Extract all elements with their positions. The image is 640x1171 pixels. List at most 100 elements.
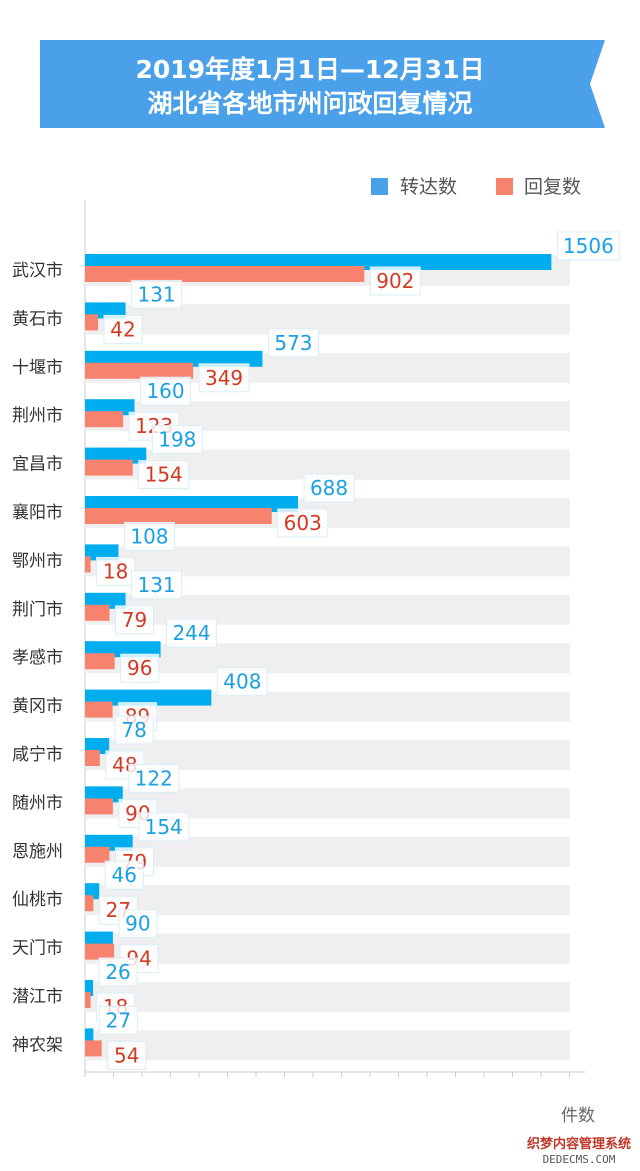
bar-replied-5: [85, 508, 272, 524]
bar-replied-3: [85, 411, 124, 428]
category-label: 襄阳市: [12, 502, 63, 523]
value-label-bg-forwarded-12: [138, 812, 190, 842]
track-14: [85, 933, 570, 964]
value-label-forwarded-16: 27: [106, 1008, 131, 1032]
value-label-bg-forwarded-11: [128, 763, 180, 793]
value-label-bg-forwarded-10: [114, 715, 154, 745]
category-labels: 武汉市黄石市十堰市荆州市宜昌市襄阳市鄂州市荆门市孝感市黄冈市咸宁市随州市恩施州仙…: [12, 261, 63, 1055]
category-label: 仙桃市: [12, 890, 63, 910]
category-label: 天门市: [12, 939, 63, 959]
value-label-forwarded-15: 26: [105, 960, 130, 984]
value-labels: 1506902131425733491601231981546886031081…: [96, 231, 620, 1070]
value-label-bg-forwarded-5: [303, 473, 355, 503]
value-label-forwarded-5: 688: [310, 476, 348, 500]
track-13: [85, 885, 570, 916]
value-label-forwarded-10: 78: [121, 718, 146, 742]
value-label-forwarded-1: 131: [137, 282, 175, 306]
bar-replied-15: [85, 992, 91, 1008]
legend-swatch-replied: [496, 178, 513, 195]
value-label-replied-16: 54: [114, 1043, 139, 1067]
x-axis-unit: 件数: [561, 1106, 595, 1126]
value-label-forwarded-3: 160: [146, 379, 184, 403]
bars: [85, 254, 552, 1057]
value-label-replied-0: 902: [376, 269, 414, 293]
category-label: 神农架: [12, 1035, 63, 1055]
value-label-replied-2: 349: [205, 366, 243, 390]
watermark-bg: [525, 1133, 633, 1167]
title-banner: [40, 40, 605, 128]
value-label-forwarded-14: 90: [125, 912, 150, 936]
value-label-bg-forwarded-4: [151, 425, 203, 455]
value-label-bg-replied-7: [114, 605, 154, 635]
value-label-bg-forwarded-7: [131, 570, 183, 600]
value-label-forwarded-9: 408: [223, 670, 261, 694]
bar-replied-11: [85, 798, 113, 815]
value-label-replied-4: 154: [145, 463, 183, 487]
category-label: 荆门市: [12, 600, 63, 620]
category-label: 随州市: [12, 793, 63, 813]
value-label-bg-forwarded-15: [98, 957, 138, 987]
value-label-forwarded-6: 108: [130, 524, 168, 548]
value-label-bg-forwarded-8: [166, 618, 218, 648]
value-label-bg-replied-6: [96, 556, 136, 586]
value-label-replied-7: 79: [122, 608, 147, 632]
value-label-bg-replied-2: [198, 363, 250, 393]
value-label-bg-forwarded-13: [104, 860, 144, 890]
legend: 转达数 回复数: [371, 176, 581, 198]
category-label: 十堰市: [12, 358, 63, 378]
value-label-bg-forwarded-0: [556, 231, 620, 261]
chart-title-line2: 湖北省各地市州问政回复情况: [147, 89, 472, 118]
value-label-bg-forwarded-3: [140, 376, 192, 406]
track-15: [85, 982, 570, 1012]
category-label: 黄冈市: [12, 697, 63, 717]
value-label-bg-replied-4: [138, 460, 190, 490]
value-label-bg-replied-16: [107, 1040, 147, 1070]
value-label-replied-6: 18: [103, 559, 128, 583]
legend-label-forwarded: 转达数: [400, 176, 457, 198]
track-1: [85, 304, 570, 335]
value-label-bg-replied-8: [120, 653, 160, 683]
category-label: 鄂州市: [12, 551, 63, 571]
value-label-replied-5: 603: [284, 511, 322, 535]
value-label-bg-forwarded-9: [216, 667, 268, 697]
chart-title-line1: 2019年度1月1日—12月31日: [136, 55, 485, 84]
category-label: 潜江市: [12, 987, 63, 1007]
category-label: 恩施州: [12, 842, 63, 862]
value-label-bg-forwarded-1: [131, 279, 183, 309]
watermark-line1: 织梦内容管理系统: [527, 1136, 631, 1152]
bar-replied-8: [85, 653, 115, 670]
bar-replied-12: [85, 846, 110, 863]
watermark-line2: DEDECMS.COM: [543, 1153, 616, 1166]
value-label-forwarded-8: 244: [172, 621, 210, 645]
track-12: [85, 836, 570, 867]
watermark: 织梦内容管理系统 DEDECMS.COM: [525, 1133, 633, 1167]
bar-replied-6: [85, 556, 91, 573]
bar-replied-14: [85, 943, 115, 960]
bar-forwarded-9: [85, 689, 212, 706]
bar-replied-4: [85, 459, 133, 476]
value-label-replied-1: 42: [110, 317, 135, 341]
category-label: 武汉市: [12, 261, 63, 281]
value-label-bg-forwarded-14: [118, 909, 158, 939]
bar-replied-0: [85, 266, 365, 282]
value-label-forwarded-4: 198: [158, 428, 196, 452]
bar-forwarded-6: [85, 544, 119, 561]
category-label: 孝感市: [12, 648, 63, 668]
x-axis-ticks: [84, 1072, 570, 1077]
category-label: 咸宁市: [12, 745, 63, 765]
bar-replied-7: [85, 604, 110, 621]
value-label-forwarded-13: 46: [112, 863, 137, 887]
bar-forwarded-16: [85, 1028, 94, 1045]
bar-replied-1: [85, 314, 99, 331]
bar-forwarded-15: [85, 980, 94, 996]
bar-replied-10: [85, 750, 100, 766]
legend-label-replied: 回复数: [524, 176, 581, 198]
value-label-forwarded-11: 122: [135, 766, 173, 790]
bar-replied-9: [85, 701, 113, 718]
value-label-forwarded-2: 573: [274, 331, 312, 355]
category-label: 宜昌市: [12, 455, 63, 475]
value-label-forwarded-7: 131: [137, 573, 175, 597]
value-label-forwarded-0: 1506: [563, 234, 614, 258]
track-16: [85, 1030, 570, 1061]
track-8: [85, 643, 570, 674]
